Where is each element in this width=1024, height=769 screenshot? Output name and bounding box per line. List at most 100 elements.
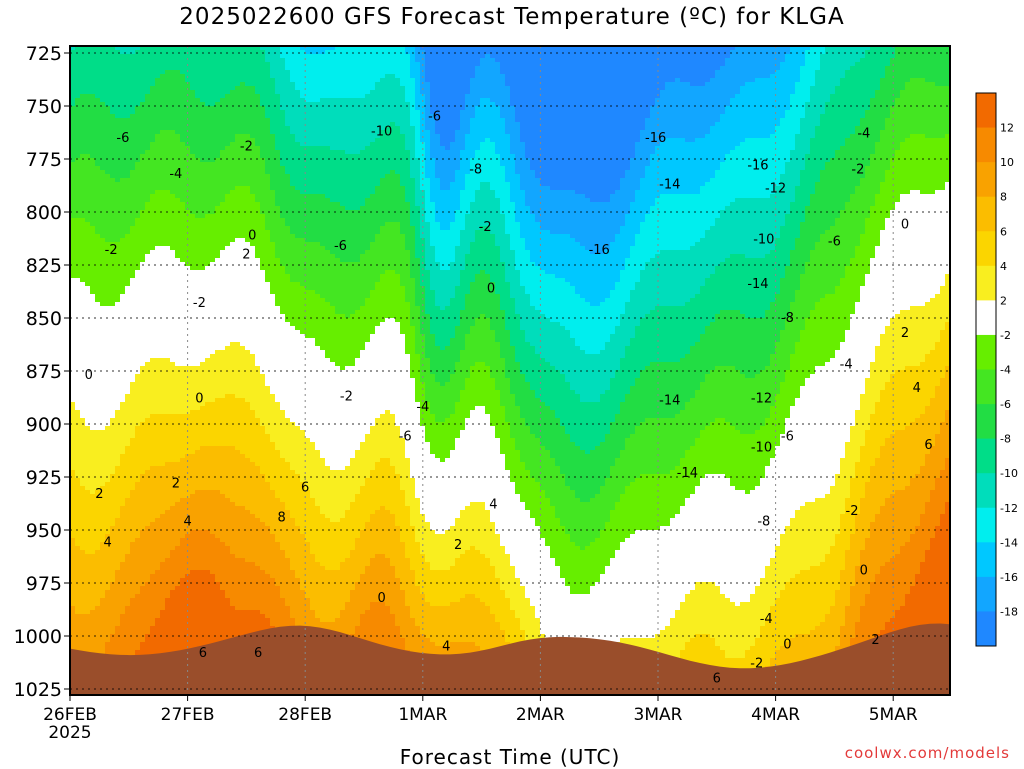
temperature-cell xyxy=(165,206,171,211)
temperature-cell xyxy=(165,174,171,179)
temperature-cell xyxy=(165,138,171,143)
temperature-cell xyxy=(75,570,81,575)
temperature-cell xyxy=(130,442,136,447)
temperature-cell xyxy=(175,554,181,559)
temperature-cell xyxy=(125,418,131,423)
temperature-cell xyxy=(95,154,101,159)
temperature-cell xyxy=(205,522,211,527)
temperature-cell xyxy=(170,338,176,343)
temperature-cell xyxy=(95,542,101,547)
temperature-cell xyxy=(155,102,161,107)
temperature-cell xyxy=(85,558,91,563)
temperature-cell xyxy=(70,378,76,383)
temperature-cell xyxy=(130,170,136,175)
temperature-cell xyxy=(130,438,136,443)
temperature-cell xyxy=(165,466,171,471)
temperature-cell xyxy=(150,298,156,303)
temperature-cell xyxy=(120,130,126,135)
temperature-cell xyxy=(100,462,106,467)
temperature-cell xyxy=(150,526,156,531)
temperature-cell xyxy=(135,278,141,283)
temperature-cell xyxy=(205,486,211,491)
temperature-cell xyxy=(80,74,86,79)
temperature-cell xyxy=(180,114,186,119)
temperature-cell xyxy=(155,558,161,563)
temperature-cell xyxy=(135,626,141,631)
temperature-cell xyxy=(220,290,226,295)
temperature-cell xyxy=(150,182,156,187)
temperature-cell xyxy=(195,286,201,291)
temperature-cell xyxy=(165,530,171,535)
temperature-cell xyxy=(215,486,221,491)
temperature-cell xyxy=(100,146,106,151)
temperature-cell xyxy=(190,178,196,183)
temperature-cell xyxy=(155,530,161,535)
temperature-cell xyxy=(220,46,226,51)
temperature-cell xyxy=(120,110,126,115)
temperature-cell xyxy=(170,418,176,423)
temperature-cell xyxy=(150,202,156,207)
temperature-cell xyxy=(145,74,151,79)
temperature-cell xyxy=(155,70,161,75)
temperature-cell xyxy=(110,186,116,191)
temperature-cell xyxy=(185,94,191,99)
temperature-cell xyxy=(100,106,106,111)
temperature-cell xyxy=(70,90,76,95)
temperature-cell xyxy=(150,418,156,423)
temperature-cell xyxy=(90,170,96,175)
temperature-cell xyxy=(205,306,211,311)
temperature-cell xyxy=(185,622,191,627)
temperature-cell xyxy=(145,514,151,519)
temperature-cell xyxy=(95,378,101,383)
temperature-cell xyxy=(105,482,111,487)
temperature-cell xyxy=(85,342,91,347)
temperature-cell xyxy=(170,402,176,407)
temperature-cell xyxy=(125,162,131,167)
temperature-cell xyxy=(75,222,81,227)
temperature-cell xyxy=(90,166,96,171)
temperature-cell xyxy=(195,310,201,315)
temperature-cell xyxy=(85,530,91,535)
temperature-cell xyxy=(140,502,146,507)
temperature-cell xyxy=(125,426,131,431)
temperature-cell xyxy=(165,302,171,307)
temperature-cell xyxy=(135,534,141,539)
temperature-cell xyxy=(105,206,111,211)
temperature-cell xyxy=(80,298,86,303)
temperature-cell xyxy=(130,130,136,135)
temperature-cell xyxy=(160,566,166,571)
temperature-cell xyxy=(70,190,76,195)
temperature-cell xyxy=(175,594,181,599)
temperature-cell xyxy=(115,646,121,651)
temperature-cell xyxy=(140,498,146,503)
temperature-cell xyxy=(175,354,181,359)
temperature-cell xyxy=(105,378,111,383)
temperature-cell xyxy=(90,590,96,595)
temperature-cell xyxy=(110,270,116,275)
temperature-cell xyxy=(180,146,186,151)
temperature-cell xyxy=(120,322,126,327)
temperature-cell xyxy=(215,198,221,203)
temperature-cell xyxy=(135,322,141,327)
temperature-cell xyxy=(140,50,146,55)
temperature-cell xyxy=(105,82,111,87)
temperature-cell xyxy=(185,166,191,171)
temperature-cell xyxy=(155,266,161,271)
temperature-cell xyxy=(85,494,91,499)
temperature-cell xyxy=(170,334,176,339)
temperature-cell xyxy=(155,506,161,511)
temperature-cell xyxy=(140,506,146,511)
temperature-cell xyxy=(90,382,96,387)
temperature-cell xyxy=(205,458,211,463)
temperature-cell xyxy=(190,186,196,191)
temperature-cell xyxy=(165,350,171,355)
temperature-cell xyxy=(210,278,216,283)
temperature-cell xyxy=(80,102,86,107)
temperature-cell xyxy=(150,614,156,619)
temperature-cell xyxy=(85,470,91,475)
temperature-cell xyxy=(70,474,76,479)
temperature-cell xyxy=(70,570,76,575)
temperature-cell xyxy=(75,450,81,455)
temperature-cell xyxy=(140,462,146,467)
temperature-cell xyxy=(165,194,171,199)
